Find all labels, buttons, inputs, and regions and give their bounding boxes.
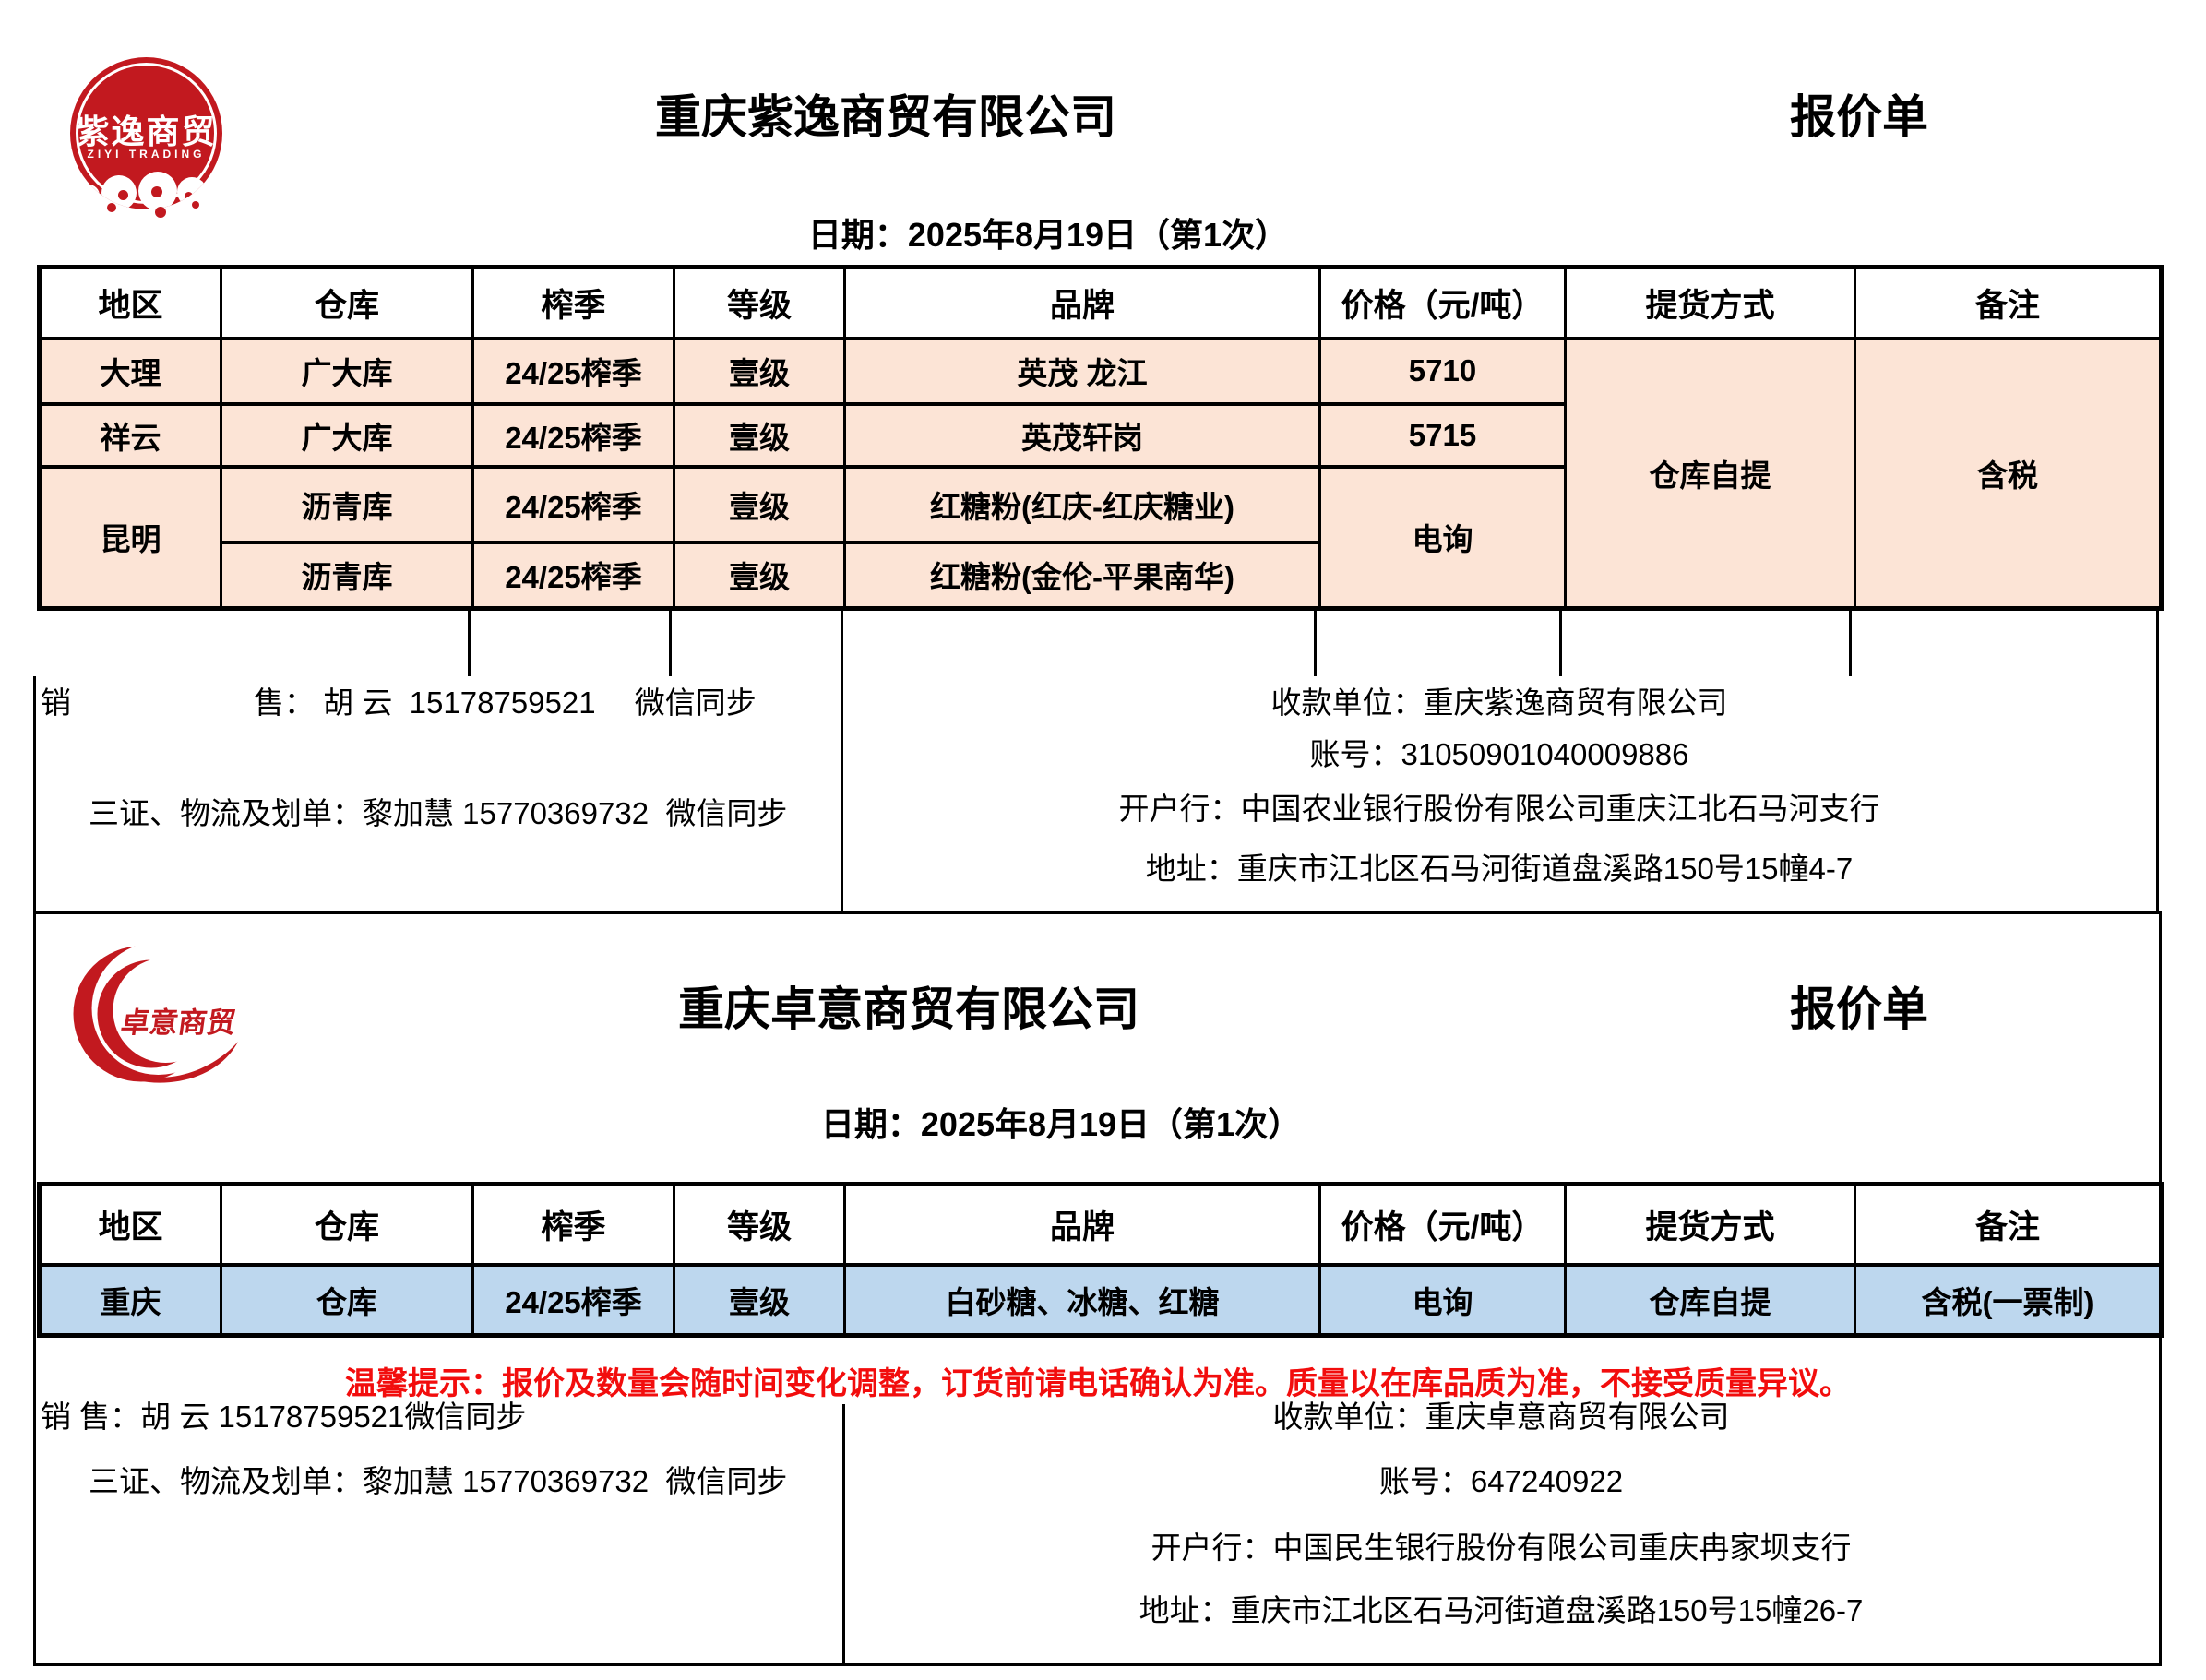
cell-grade: 壹级 — [673, 464, 846, 544]
price-table-1: 地区 仓库 榨季 等级 品牌 价格（元/吨） 提货方式 备注 大理 广大库 24… — [37, 265, 2164, 611]
quote-label-1: 报价单 — [1790, 91, 1928, 143]
cell-season: 24/25榨季 — [471, 464, 675, 544]
header-pickup: 提货方式 — [1564, 265, 1856, 340]
ziyi-logo-circle: 紫逸商贸 ZIYI TRADING — [70, 57, 222, 209]
date-line-1: 日期：2025年8月19日（第1次） — [807, 216, 1289, 254]
bank-line-1: 开户行：中国农业银行股份有限公司重庆江北石马河支行 — [1118, 792, 1880, 826]
cell-note: 含税(一票制) — [1854, 1262, 2163, 1338]
header-region: 地区 — [38, 1182, 222, 1267]
header-note: 备注 — [1854, 265, 2163, 340]
header-brand: 品牌 — [843, 265, 1321, 340]
table-row: 大理 广大库 24/25榨季 壹级 英茂 龙江 5710 仓库自提 含税 — [38, 336, 2163, 611]
info-right-border-1 — [2156, 606, 2159, 911]
zhuoyi-logo-text: 卓意商贸 — [119, 1007, 238, 1039]
info-divider-line-2 — [842, 1404, 845, 1664]
grid-stub-line — [1559, 606, 1562, 676]
cell-warehouse: 广大库 — [220, 336, 474, 406]
address-line-2: 地址：重庆市江北区石马河街道盘溪路150号15幢26-7 — [1139, 1593, 1864, 1627]
cell-season: 24/25榨季 — [471, 1262, 675, 1338]
cell-warehouse: 仓库 — [220, 1262, 474, 1338]
account-line-1: 账号：31050901040009886 — [1309, 737, 1689, 771]
cell-price-merged: 电询 — [1318, 464, 1567, 611]
grid-stub-line — [669, 606, 672, 676]
warning-notice: 温馨提示：报价及数量会随时间变化调整，订货前请电话确认为准。质量以在库品质为准，… — [345, 1366, 1851, 1401]
info-left-border-1 — [33, 676, 36, 911]
date-line-2: 日期：2025年8月19日（第1次） — [820, 1105, 1302, 1143]
cell-note-merged: 含税 — [1854, 336, 2163, 611]
table-header-row: 地区 仓库 榨季 等级 品牌 价格（元/吨） 提货方式 备注 — [38, 265, 2163, 340]
logistics-contact-1: 三证、物流及划单：黎加慧 15770369732 微信同步 — [89, 796, 788, 830]
header-season: 榨季 — [471, 265, 675, 340]
price-table-2: 地区 仓库 榨季 等级 品牌 价格（元/吨） 提货方式 备注 重庆 仓库 24/… — [37, 1182, 2164, 1338]
grid-stub-line — [1314, 606, 1317, 676]
header-warehouse: 仓库 — [220, 265, 474, 340]
cell-warehouse: 广大库 — [220, 401, 474, 469]
cell-pickup: 仓库自提 — [1564, 1262, 1856, 1338]
ziyi-logo-icon: 紫逸商贸 ZIYI TRADING — [70, 57, 222, 218]
header-season: 榨季 — [471, 1182, 675, 1267]
table-row: 昆明 沥青库 24/25榨季 壹级 红糖粉(红庆-红庆糖业) 电询 — [38, 464, 2162, 611]
header-pickup: 提货方式 — [1564, 1182, 1856, 1267]
header-warehouse: 仓库 — [220, 1182, 474, 1267]
cell-price: 5710 — [1318, 336, 1567, 406]
cell-region: 大理 — [38, 336, 222, 406]
sales-contact-2: 销 售：胡 云 15178759521微信同步 — [41, 1400, 527, 1434]
payee-line-1: 收款单位：重庆紫逸商贸有限公司 — [1270, 685, 1728, 720]
cell-region: 重庆 — [38, 1262, 222, 1338]
cell-pickup-merged: 仓库自提 — [1564, 336, 1856, 611]
cell-brand: 英茂轩岗 — [843, 401, 1321, 469]
table-row: 沥青库 24/25榨季 壹级 红糖粉(金伦-平果南华) — [40, 540, 2162, 611]
table-header-row: 地区 仓库 榨季 等级 品牌 价格（元/吨） 提货方式 备注 — [38, 1182, 2163, 1267]
cell-season: 24/25榨季 — [471, 401, 675, 469]
ziyi-logo-text: 紫逸商贸 — [76, 113, 217, 150]
ziyi-logo-subtext: ZIYI TRADING — [87, 148, 206, 161]
header-price: 价格（元/吨） — [1318, 265, 1567, 340]
cell-grade: 壹级 — [673, 336, 846, 406]
header-grade: 等级 — [673, 265, 846, 340]
cell-season: 24/25榨季 — [471, 540, 675, 611]
cell-brand: 红糖粉(金伦-平果南华) — [843, 540, 1321, 611]
company-title-2: 重庆卓意商贸有限公司 — [678, 983, 1139, 1035]
header-grade: 等级 — [673, 1182, 846, 1267]
cell-brand: 英茂 龙江 — [843, 336, 1321, 406]
cell-region-merged: 昆明 — [38, 464, 222, 611]
cell-warehouse: 沥青库 — [220, 464, 474, 544]
bank-line-2: 开户行：中国民生银行股份有限公司重庆冉家坝支行 — [1151, 1531, 1852, 1565]
table-row: 祥云 广大库 24/25榨季 壹级 英茂轩岗 5715 — [38, 401, 2162, 469]
cell-grade: 壹级 — [673, 401, 846, 469]
cell-grade: 壹级 — [673, 540, 846, 611]
payee-line-2: 收款单位：重庆卓意商贸有限公司 — [1272, 1400, 1730, 1434]
company-title-1: 重庆紫逸商贸有限公司 — [655, 91, 1116, 143]
cell-region: 祥云 — [38, 401, 222, 469]
header-note: 备注 — [1854, 1182, 2163, 1267]
account-line-2: 账号：647240922 — [1378, 1464, 1624, 1498]
header-brand: 品牌 — [843, 1182, 1321, 1267]
cell-season: 24/25榨季 — [471, 336, 675, 406]
address-line-1: 地址：重庆市江北区石马河街道盘溪路150号15幢4-7 — [1145, 852, 1854, 886]
zhuoyi-logo-icon: 卓意商贸 — [72, 939, 256, 1097]
cell-warehouse: 沥青库 — [220, 540, 474, 611]
cell-brand: 红糖粉(红庆-红庆糖业) — [843, 464, 1321, 544]
header-price: 价格（元/吨） — [1318, 1182, 1567, 1267]
grid-stub-line — [468, 606, 471, 676]
header-region: 地区 — [38, 265, 222, 340]
cell-grade: 壹级 — [673, 1262, 846, 1338]
quote-label-2: 报价单 — [1790, 983, 1928, 1035]
cell-price: 电询 — [1318, 1262, 1567, 1338]
table-row: 重庆 仓库 24/25榨季 壹级 白砂糖、冰糖、红糖 电询 仓库自提 含税(一票… — [38, 1262, 2163, 1338]
cell-brand: 白砂糖、冰糖、红糖 — [843, 1262, 1321, 1338]
sales-contact-1: 销 售： 胡 云 15178759521 微信同步 — [41, 685, 757, 720]
cell-price: 5715 — [1318, 401, 1567, 469]
info-divider-line-1 — [841, 606, 843, 911]
grid-stub-line — [1849, 606, 1852, 676]
logistics-contact-2: 三证、物流及划单：黎加慧 15770369732 微信同步 — [89, 1464, 788, 1498]
